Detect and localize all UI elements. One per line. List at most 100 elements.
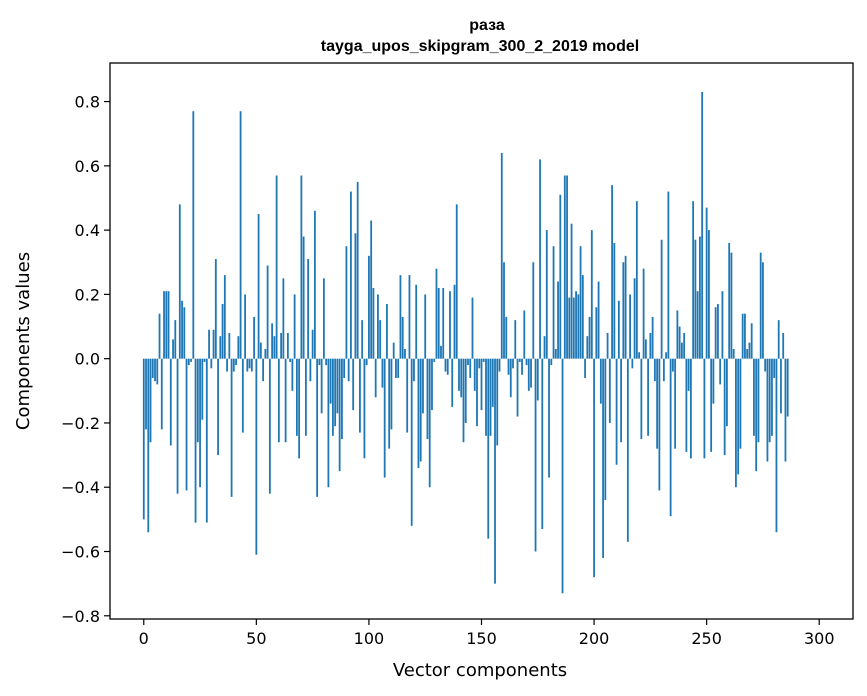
bar-159 bbox=[500, 152, 503, 359]
bar-20 bbox=[187, 358, 190, 366]
bar-284 bbox=[782, 332, 785, 359]
bar-209 bbox=[613, 242, 616, 359]
bar-197 bbox=[586, 336, 589, 359]
bar-128 bbox=[431, 358, 433, 411]
bar-255 bbox=[717, 304, 719, 359]
bar-267 bbox=[744, 313, 746, 359]
bar-250 bbox=[705, 207, 708, 359]
bar-147 bbox=[473, 358, 476, 391]
bar-249 bbox=[703, 358, 706, 459]
bar-211 bbox=[617, 300, 620, 359]
bar-234 bbox=[669, 358, 672, 517]
bar-230 bbox=[660, 239, 663, 359]
bar-258 bbox=[723, 358, 726, 456]
bar-91 bbox=[347, 358, 350, 382]
bar-2 bbox=[147, 358, 150, 533]
bar-6 bbox=[156, 358, 159, 385]
bar-199 bbox=[590, 230, 593, 359]
bar-194 bbox=[579, 246, 582, 359]
bar-203 bbox=[599, 358, 602, 404]
bar-198 bbox=[588, 316, 591, 359]
bar-145 bbox=[469, 358, 472, 378]
bar-89 bbox=[343, 358, 346, 378]
bar-150 bbox=[480, 358, 483, 411]
bar-98 bbox=[363, 358, 366, 459]
bar-127 bbox=[428, 358, 431, 488]
bar-276 bbox=[764, 358, 767, 372]
x-axis-label: Vector components bbox=[393, 660, 567, 681]
bar-46 bbox=[246, 358, 249, 372]
bar-108 bbox=[386, 304, 388, 359]
bar-90 bbox=[345, 246, 348, 359]
bar-60 bbox=[277, 358, 280, 443]
bar-186 bbox=[561, 358, 564, 594]
bar-190 bbox=[570, 223, 573, 359]
bar-107 bbox=[383, 358, 386, 478]
x-tick-label: 100 bbox=[354, 629, 385, 648]
bar-79 bbox=[320, 358, 323, 414]
x-tick-label: 250 bbox=[691, 629, 722, 648]
bar-262 bbox=[732, 349, 735, 359]
y-tick-label: 0.8 bbox=[75, 93, 100, 112]
chart-subtitle: tayga_upos_skipgram_300_2_2019 model bbox=[321, 38, 639, 55]
bar-19 bbox=[185, 358, 188, 491]
bar-109 bbox=[388, 358, 391, 449]
bar-280 bbox=[773, 358, 776, 378]
chart-title: раза bbox=[469, 17, 505, 34]
bar-176 bbox=[539, 159, 541, 359]
bar-277 bbox=[766, 358, 769, 462]
bar-70 bbox=[300, 175, 303, 359]
bar-138 bbox=[453, 284, 456, 359]
bar-205 bbox=[604, 358, 607, 501]
bar-274 bbox=[759, 252, 762, 359]
bar-168 bbox=[521, 358, 523, 375]
bar-49 bbox=[253, 316, 255, 359]
y-tick-label: 0.2 bbox=[75, 285, 100, 304]
bar-31 bbox=[212, 329, 215, 359]
bar-80 bbox=[322, 278, 325, 359]
bar-162 bbox=[507, 358, 510, 375]
bar-247 bbox=[699, 236, 701, 359]
bar-275 bbox=[762, 262, 764, 359]
bar-21 bbox=[190, 358, 192, 362]
bar-66 bbox=[291, 358, 294, 391]
bar-244 bbox=[692, 201, 695, 359]
bar-213 bbox=[622, 262, 625, 359]
bar-208 bbox=[611, 185, 613, 359]
bar-94 bbox=[354, 233, 357, 359]
bar-195 bbox=[581, 275, 584, 359]
bar-65 bbox=[289, 358, 292, 362]
bar-125 bbox=[424, 294, 427, 359]
bar-33 bbox=[217, 358, 219, 456]
bar-139 bbox=[455, 204, 458, 359]
bar-220 bbox=[638, 352, 641, 359]
bar-5 bbox=[154, 358, 156, 382]
bar-120 bbox=[413, 358, 415, 382]
y-tick-label: 0.0 bbox=[75, 350, 100, 369]
bar-81 bbox=[325, 358, 328, 366]
bar-52 bbox=[259, 342, 262, 359]
bar-92 bbox=[350, 191, 352, 359]
bar-122 bbox=[417, 358, 420, 468]
bar-88 bbox=[341, 358, 343, 440]
bar-141 bbox=[460, 358, 463, 398]
bar-93 bbox=[352, 358, 355, 411]
bar-201 bbox=[595, 307, 598, 359]
bar-72 bbox=[304, 358, 307, 436]
bar-285 bbox=[784, 358, 787, 462]
bar-3 bbox=[149, 358, 152, 443]
bar-193 bbox=[577, 294, 580, 359]
bar-152 bbox=[485, 358, 487, 436]
bar-101 bbox=[370, 220, 373, 359]
bar-132 bbox=[440, 345, 442, 359]
bar-251 bbox=[708, 230, 710, 359]
y-tick-label: −0.4 bbox=[61, 478, 100, 497]
bar-73 bbox=[307, 259, 310, 359]
bar-218 bbox=[633, 278, 636, 359]
bar-17 bbox=[181, 300, 183, 359]
bar-233 bbox=[667, 191, 670, 359]
bar-149 bbox=[478, 358, 481, 369]
bar-166 bbox=[516, 358, 519, 417]
bar-103 bbox=[374, 358, 377, 398]
